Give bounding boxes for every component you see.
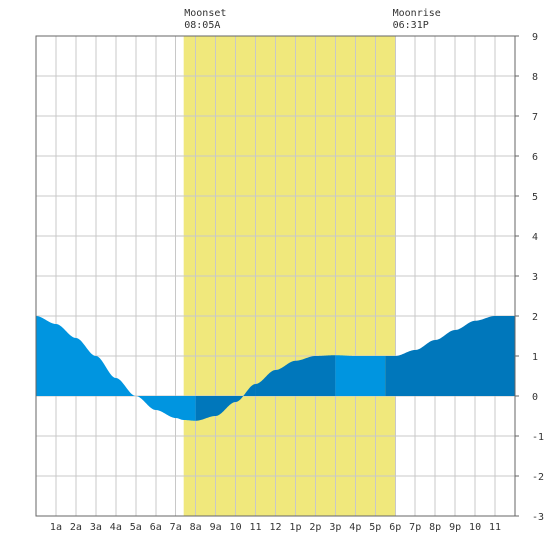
x-tick-label: 6a <box>150 522 162 533</box>
annotation-label: Moonrise <box>393 8 441 19</box>
annotation-time: 06:31P <box>393 20 429 31</box>
x-tick-label: 5p <box>369 522 381 533</box>
x-tick-label: 7a <box>170 522 182 533</box>
tide-area-segment <box>385 316 515 396</box>
y-tick-label: 9 <box>532 32 538 43</box>
x-tick-label: 7p <box>409 522 421 533</box>
tide-series <box>36 316 515 421</box>
x-tick-label: 4a <box>110 522 122 533</box>
x-tick-label: 1p <box>289 522 301 533</box>
x-tick-label: 11 <box>250 522 262 533</box>
x-axis-ticks: 1a 2a 3a 4a 5a 6a 7a 8a 9a 10 11 12 1p 2p 3p 4p 5p 6p 7p 8p… <box>50 522 501 533</box>
x-tick-label: 4p <box>349 522 361 533</box>
x-tick-label: 9a <box>210 522 222 533</box>
x-tick-label: 3p <box>329 522 341 533</box>
x-tick-label: 9p <box>449 522 461 533</box>
annotation-time: 08:05A <box>184 20 220 31</box>
x-tick-label: 11 <box>489 522 501 533</box>
y-tick-label: 3 <box>532 272 538 283</box>
tide-area-segment <box>195 384 256 421</box>
y-tick-label: 8 <box>532 72 538 83</box>
grid-lines <box>36 36 515 516</box>
tide-area-segment <box>255 355 336 396</box>
y-axis-ticks: -3 -2 -1 0 1 2 3 4 5 6 7 8 9 <box>515 32 544 523</box>
x-tick-label: 1a <box>50 522 62 533</box>
x-tick-label: 10 <box>469 522 481 533</box>
y-tick-label: 1 <box>532 352 538 363</box>
x-tick-label: 12 <box>269 522 281 533</box>
tide-area-segment <box>335 355 386 396</box>
y-tick-label: -2 <box>532 472 544 483</box>
y-tick-label: 2 <box>532 312 538 323</box>
x-tick-label: 6p <box>389 522 401 533</box>
x-tick-label: 8p <box>429 522 441 533</box>
x-tick-label: 3a <box>90 522 102 533</box>
x-tick-label: 10 <box>230 522 242 533</box>
y-tick-label: 0 <box>532 392 538 403</box>
y-tick-label: -1 <box>532 432 544 443</box>
tide-area-segment <box>36 316 196 421</box>
x-tick-label: 2a <box>70 522 82 533</box>
x-tick-label: 2p <box>309 522 321 533</box>
y-tick-label: 4 <box>532 232 538 243</box>
annotation-label: Moonset <box>184 8 226 19</box>
y-tick-label: 6 <box>532 152 538 163</box>
x-tick-label: 8a <box>190 522 202 533</box>
y-tick-label: 5 <box>532 192 538 203</box>
y-tick-label: 7 <box>532 112 538 123</box>
x-tick-label: 5a <box>130 522 142 533</box>
y-tick-label: -3 <box>532 512 544 523</box>
